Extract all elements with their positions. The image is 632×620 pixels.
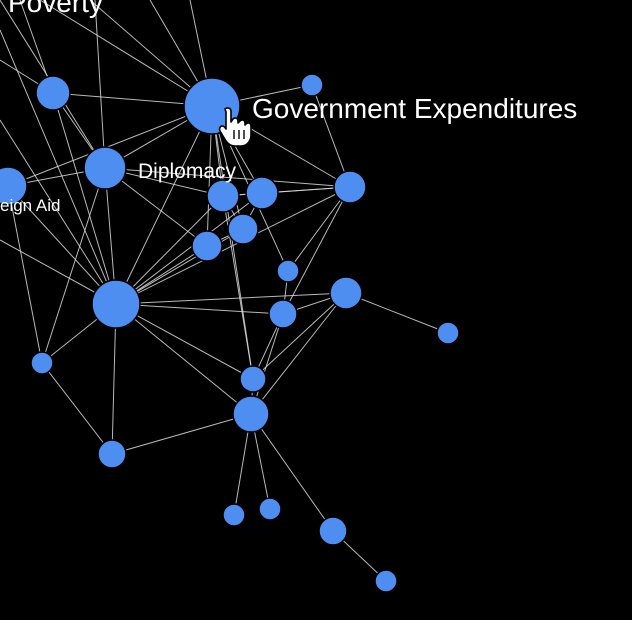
node-node-hub-low[interactable] (232, 395, 270, 433)
node-node-bottom-left[interactable] (97, 439, 127, 469)
edge-node-hub-low-node-bottom-3 (250, 413, 334, 532)
edge-node-right-2-node-far-right (345, 292, 449, 334)
edge-node-cluster-a-hub-large (115, 195, 224, 305)
node-node-cluster-c[interactable] (191, 230, 223, 262)
node-node-bottom-4[interactable] (374, 569, 398, 593)
edge-government-expenditures-node-center-low (211, 105, 254, 380)
edge-node-right-2-node-center-low (252, 292, 347, 380)
edge-foreign-aid-hub-large (7, 185, 117, 305)
node-node-cluster-b[interactable] (245, 176, 279, 210)
edge-node-center-low-hub-large (115, 303, 254, 380)
node-node-top-small[interactable] (300, 73, 324, 97)
edge-offscreen (39, 0, 213, 107)
edge-node-left-small-node-bottom-left (41, 362, 113, 455)
node-node-bottom-2[interactable] (258, 497, 282, 521)
edge-node-right-2-node-hub-low (250, 292, 347, 415)
node-node-bottom-1[interactable] (222, 503, 246, 527)
node-node-left-small[interactable] (30, 351, 54, 375)
node-label-foreign-aid: eign Aid (0, 196, 61, 215)
edge-node-top-small-node-right-1 (311, 84, 351, 188)
edge-government-expenditures-foreign-aid (7, 105, 213, 187)
nodes-layer (0, 73, 460, 593)
node-label-diplomacy: Diplomacy (138, 160, 237, 183)
edge-node-hub-low-hub-large (115, 303, 252, 415)
node-node-far-right[interactable] (436, 321, 460, 345)
hand-pointer-icon (218, 107, 252, 147)
edge-node-right-1-node-mid-lower (282, 186, 351, 315)
edge-node-bottom-left-hub-large (111, 303, 117, 455)
node-foreign-aid[interactable] (0, 166, 28, 206)
edge-offscreen (94, 0, 106, 169)
edge-node-top-left-hub-large (52, 92, 117, 305)
node-node-bottom-3[interactable] (318, 516, 348, 546)
node-node-cluster-d[interactable] (227, 213, 259, 245)
edge-node-mid-lower-hub-large (115, 303, 284, 315)
edge-government-expenditures-hub-large (115, 105, 213, 305)
node-node-right-1[interactable] (333, 170, 367, 204)
edge-node-right-1-hub-large (115, 186, 351, 305)
edge-node-cluster-b-hub-large (115, 192, 263, 305)
edge-node-small-mid-node-right-1 (287, 186, 351, 272)
edge-node-hub-low-node-bottom-left (111, 413, 252, 455)
edge-diplomacy-node-left-small (41, 167, 106, 364)
edge-node-right-2-hub-large (115, 292, 347, 305)
node-label-government-expenditures: Government Expenditures (252, 93, 577, 124)
edge-offscreen (0, 119, 117, 305)
node-node-top-left[interactable] (35, 75, 71, 111)
edge-node-cluster-a-node-right-1 (222, 186, 351, 197)
node-node-small-mid[interactable] (276, 259, 300, 283)
node-label-poverty: Poverty (8, 0, 103, 18)
node-node-center-low[interactable] (239, 365, 267, 393)
node-hub-large[interactable] (91, 279, 141, 329)
edge-offscreen (0, 29, 117, 305)
node-node-mid-lower[interactable] (268, 299, 298, 329)
edge-diplomacy-node-right-1 (104, 167, 351, 188)
node-diplomacy[interactable] (83, 146, 127, 190)
node-node-right-2[interactable] (329, 276, 363, 310)
edge-node-left-small-foreign-aid (7, 185, 43, 364)
labels-layer: Poverty Government Expenditures Diplomac… (0, 0, 577, 215)
node-node-cluster-a[interactable] (206, 179, 240, 213)
